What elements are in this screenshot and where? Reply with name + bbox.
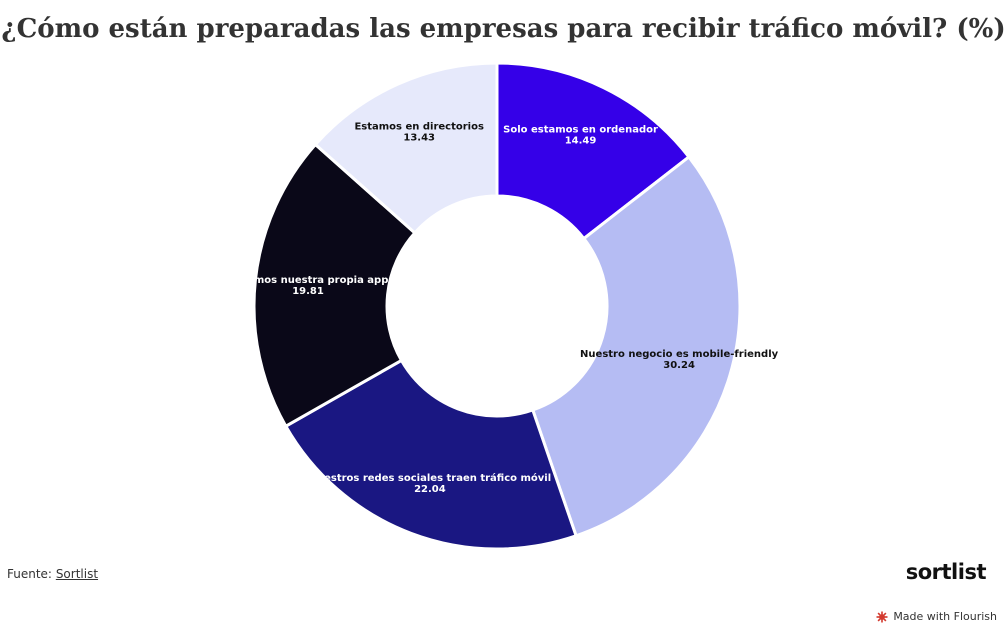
donut-slices	[252, 61, 742, 551]
donut-slice[interactable]	[252, 142, 417, 428]
donut-slice[interactable]	[495, 61, 691, 241]
donut-slice[interactable]	[313, 61, 499, 235]
source-note: Fuente: Sortlist	[7, 567, 98, 581]
slice-label: Nuestros redes sociales traen tráfico mó…	[309, 472, 552, 495]
made-with-flourish-badge[interactable]: Made with Flourish	[876, 610, 997, 623]
donut-slice[interactable]	[531, 155, 742, 538]
source-prefix: Fuente:	[7, 567, 52, 581]
slice-label: Nuestro negocio es mobile-friendly 30.24	[580, 349, 779, 371]
slice-label: Solo estamos en ordenador 14.49	[503, 124, 658, 146]
slice-label: Estamos en directorios 13.43	[354, 122, 484, 144]
donut-slice[interactable]	[284, 358, 578, 551]
flourish-star-icon	[876, 611, 888, 622]
source-link[interactable]: Sortlist	[55, 567, 99, 581]
slice-label: Tenemos nuestra propia app 19.81	[228, 275, 389, 297]
slice-labels: Solo estamos en ordenador 14.49 Nuestro ne…	[228, 122, 779, 495]
sortlist-logo: sortlist	[905, 560, 987, 584]
chart-title: ¿Cómo están preparadas las empresas para…	[1, 14, 1006, 44]
flourish-badge-text: Made with Flourish	[893, 610, 997, 623]
